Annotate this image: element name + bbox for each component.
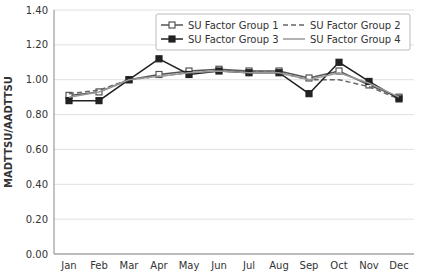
y-tick-label: 1.00 xyxy=(26,74,48,85)
plot-area xyxy=(66,56,402,104)
grid-line xyxy=(54,219,414,220)
y-axis-line xyxy=(54,10,55,254)
series-marker xyxy=(66,98,72,104)
x-tick-label: Mar xyxy=(120,260,140,271)
x-tick-label: Jul xyxy=(242,260,255,271)
y-tick-label: 0.40 xyxy=(26,179,48,190)
x-tick-label: Apr xyxy=(150,260,168,271)
y-tick-label: 0.80 xyxy=(26,109,48,120)
series-line xyxy=(69,71,399,97)
x-tick-label: Sep xyxy=(300,260,319,271)
series-marker xyxy=(156,56,162,62)
grid-line xyxy=(54,114,414,115)
series-line xyxy=(69,59,399,101)
x-tick-label: May xyxy=(179,260,200,271)
y-axis-label: MADTTSU/AADTTSU xyxy=(3,76,14,188)
x-tick-label: Jun xyxy=(210,260,227,271)
series-marker xyxy=(306,91,312,97)
y-tick-label: 0.00 xyxy=(26,249,48,260)
grid-line xyxy=(54,10,414,11)
grid-line xyxy=(54,149,414,150)
legend-marker xyxy=(169,36,175,42)
series-marker xyxy=(96,98,102,104)
axes: 0.00 0.20 0.40 0.60 0.80 1.00 1.20 1.40 Jan Feb Ma… xyxy=(26,5,414,272)
legend-label: SU Factor Group 1 xyxy=(188,20,279,31)
x-tick-label: Aug xyxy=(269,260,289,271)
grid xyxy=(54,10,414,254)
grid-line xyxy=(54,254,414,255)
legend-label: SU Factor Group 2 xyxy=(310,20,401,31)
legend-line xyxy=(283,38,305,40)
legend-marker xyxy=(169,22,175,28)
x-tick-label: Feb xyxy=(90,260,108,271)
y-tick-label: 1.40 xyxy=(26,5,48,16)
legend: SU Factor Group 1 SU Factor Group 2 SU Fac… xyxy=(156,14,410,50)
y-tick-label: 0.60 xyxy=(26,144,48,155)
chart: 0.00 0.20 0.40 0.60 0.80 1.00 1.20 1.40 Jan Feb Ma… xyxy=(0,0,424,278)
x-axis-line xyxy=(54,254,414,255)
legend-box xyxy=(156,14,410,50)
y-tick-label: 1.20 xyxy=(26,39,48,50)
grid-line xyxy=(54,184,414,185)
legend-label: SU Factor Group 4 xyxy=(310,34,401,45)
x-tick-label: Dec xyxy=(389,260,408,271)
series-line xyxy=(69,69,399,97)
x-tick-label: Jan xyxy=(60,260,76,271)
x-tick-label: Oct xyxy=(330,260,347,271)
series-line xyxy=(69,71,399,99)
series-marker xyxy=(336,59,342,65)
legend-line xyxy=(283,24,305,26)
y-tick-label: 0.20 xyxy=(26,214,48,225)
x-tick-label: Nov xyxy=(359,260,379,271)
legend-label: SU Factor Group 3 xyxy=(188,34,279,45)
